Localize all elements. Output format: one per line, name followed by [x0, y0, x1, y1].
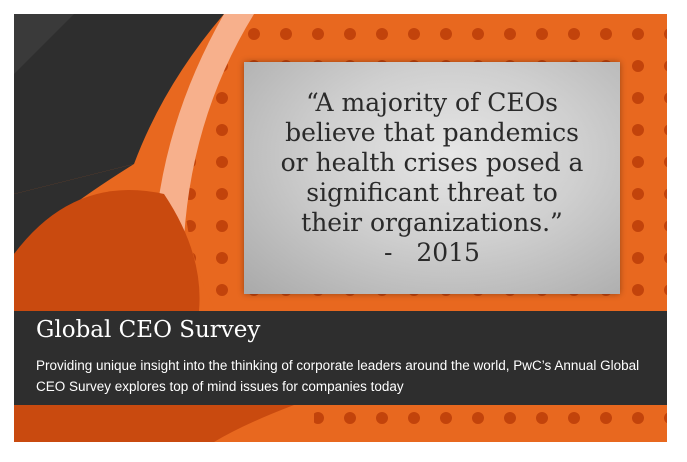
- quote-attribution: - 2015: [384, 238, 480, 267]
- hero-banner: “A majority of CEOs believe that pandemi…: [14, 14, 667, 442]
- caption-title: Global CEO Survey: [36, 317, 261, 343]
- caption-bar: Global CEO Survey Providing unique insig…: [14, 311, 667, 405]
- caption-description: Providing unique insight into the thinki…: [36, 358, 640, 394]
- quote-text: “A majority of CEOs believe that pandemi…: [280, 88, 584, 237]
- quote-card: “A majority of CEOs believe that pandemi…: [244, 62, 620, 294]
